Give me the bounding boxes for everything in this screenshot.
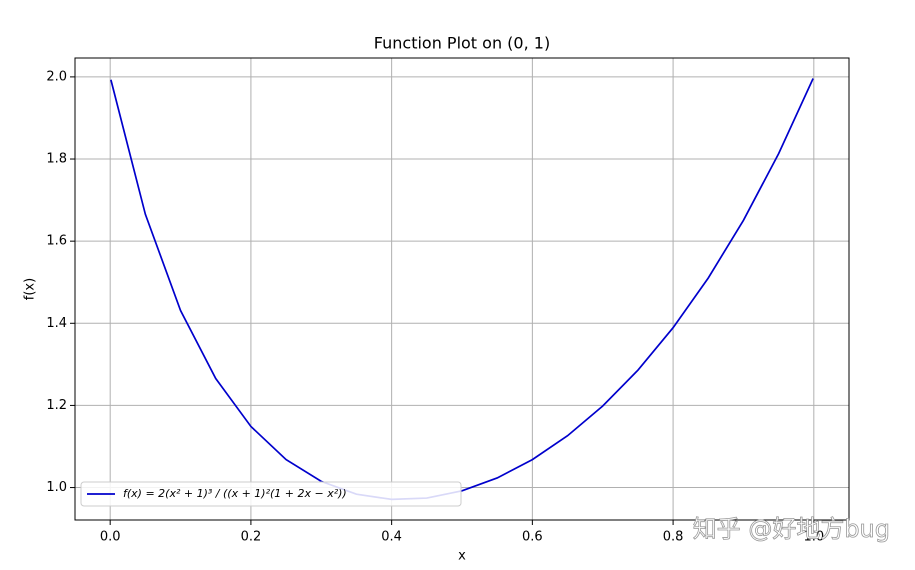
line [110, 78, 814, 501]
x-tick-label: 0.6 [522, 530, 543, 545]
chart-title: Function Plot on (0, 1) [374, 34, 550, 53]
y-tick-label: 1.0 [46, 480, 67, 495]
x-tick-label: 0.4 [381, 530, 402, 545]
x-tick-label: 0.8 [663, 530, 684, 545]
axes-frame [74, 57, 850, 521]
legend-box [80, 481, 462, 507]
x-tick-label: 0.0 [100, 530, 121, 545]
x-axis-label: x [458, 549, 466, 564]
legend-label: f(x) = 2(x² + 1)³ / ((x + 1)²(1 + 2x − x… [123, 487, 347, 500]
y-tick-label: 1.2 [46, 398, 67, 413]
x-tick-label: 0.2 [241, 530, 262, 545]
legend: f(x) = 2(x² + 1)³ / ((x + 1)²(1 + 2x − x… [80, 481, 462, 507]
y-axis-label: f(x) [23, 278, 38, 300]
x-tick-label: 1.0 [803, 530, 824, 545]
y-tick-label: 1.4 [46, 316, 67, 331]
watermark: 知乎 @好地方bug [693, 515, 890, 543]
y-tick-label: 1.8 [46, 152, 67, 167]
y-tick-label: 1.6 [46, 234, 67, 249]
plot-area: 0.0 0.2 0.4 0.6 0.8 1.0 1.0 1.2 1.4 1.6 1.8 2.0 f(x)… [46, 57, 850, 545]
y-tick-label: 2.0 [46, 69, 67, 84]
